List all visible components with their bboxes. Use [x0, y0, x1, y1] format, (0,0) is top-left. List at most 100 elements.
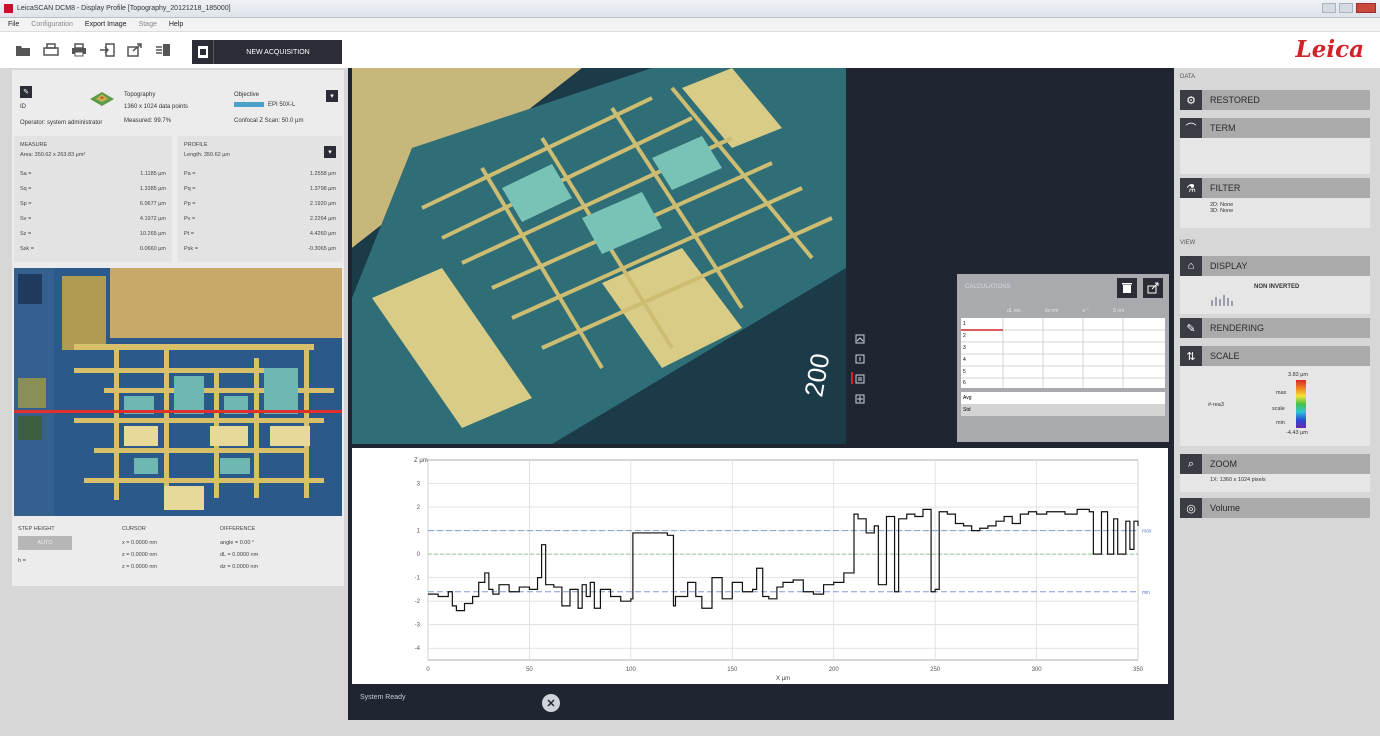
- screenshot-icon[interactable]: [855, 334, 869, 354]
- row-label: Psk =: [184, 245, 198, 252]
- volume-button[interactable]: ◎ Volume: [1180, 498, 1370, 518]
- table-row[interactable]: 2: [963, 333, 966, 339]
- row-value: 0.0660 µm: [139, 245, 166, 252]
- menu-stage[interactable]: Stage: [138, 21, 157, 28]
- display-button[interactable]: ⌂ DISPLAY: [1180, 256, 1370, 276]
- profile-chart[interactable]: 0 50 100 150 200 250 300 350 -4 -3 -2 -1 0 1 2 3 max min Z…: [352, 448, 1168, 684]
- y-tick-label: -1: [415, 576, 421, 582]
- profile-title: PROFILE: [184, 142, 208, 148]
- restored-icon: ⚙: [1180, 90, 1202, 110]
- measure-row: Sp = 6.0677 µm: [20, 196, 166, 211]
- zoom-value: 1X: 1360 x 1024 pixels: [1210, 477, 1266, 483]
- calculations-table: 1 2 3 4 5 6: [961, 318, 1165, 388]
- minimize-button[interactable]: [1322, 3, 1336, 13]
- info-menu-button[interactable]: ▾: [326, 90, 338, 102]
- filter-icon: ⚗: [1180, 178, 1202, 198]
- profile-line[interactable]: [14, 410, 342, 413]
- expand-icon[interactable]: [855, 394, 869, 414]
- objective-label: Objective: [234, 92, 260, 98]
- y-axis-label: Z µm: [414, 458, 428, 464]
- svg-text:200: 200: [798, 351, 835, 399]
- cursor-row: x = 0.0000 nm: [122, 540, 158, 546]
- print-icon[interactable]: [68, 39, 90, 61]
- rendering-icon: ✎: [1180, 318, 1202, 338]
- term-button[interactable]: ⌒ TERM: [1180, 118, 1370, 138]
- rendering-button[interactable]: ✎ RENDERING: [1180, 318, 1370, 338]
- menu-export-image[interactable]: Export Image: [84, 21, 127, 28]
- menu-configuration[interactable]: Configuration: [31, 21, 73, 28]
- optical-image[interactable]: [14, 268, 342, 516]
- term-icon: ⌒: [1180, 118, 1202, 138]
- calculations-icon[interactable]: [851, 372, 869, 394]
- print-preview-icon[interactable]: [40, 39, 62, 61]
- new-acquisition-button[interactable]: NEW ACQUISITION: [192, 40, 342, 64]
- row-label: Pv =: [184, 215, 196, 222]
- row-value: 1.3798 µm: [309, 185, 336, 192]
- y-tick-label: 1: [417, 529, 421, 535]
- compare-icon[interactable]: [152, 39, 174, 61]
- filter-button[interactable]: ⚗ FILTER: [1180, 178, 1370, 198]
- cursor-row: z = 0.0000 nm: [122, 564, 158, 570]
- display-label: DISPLAY: [1210, 261, 1248, 271]
- menu-file[interactable]: File: [8, 21, 20, 28]
- column-header: dL nm: [1007, 308, 1021, 314]
- new-acquisition-label: NEW ACQUISITION: [246, 48, 310, 56]
- row-label: Pq =: [184, 185, 196, 192]
- table-row[interactable]: 5: [963, 369, 966, 375]
- row-value: 2.2264 µm: [309, 215, 336, 222]
- row-value: 1.1185 µm: [140, 170, 166, 177]
- menu-help[interactable]: Help: [168, 21, 184, 28]
- non-inverted-label: NON INVERTED: [1254, 284, 1300, 290]
- scale-button[interactable]: ⇅ SCALE: [1180, 346, 1370, 366]
- scale-body: #-rea3 3.83 µm max scale min -4.43 µm: [1180, 366, 1370, 446]
- x-tick-label: 100: [626, 667, 637, 673]
- table-row[interactable]: 3: [963, 345, 966, 351]
- max-reference-label: max: [1142, 529, 1152, 535]
- table-row[interactable]: 6: [963, 380, 966, 386]
- zoom-button[interactable]: ⌕ ZOOM: [1180, 454, 1370, 474]
- close-window-button[interactable]: [1356, 3, 1376, 13]
- window-controls: [1322, 3, 1376, 13]
- filter-2d: 2D: None: [1210, 202, 1234, 208]
- 3d-view[interactable]: 200: [352, 68, 846, 444]
- close-icon[interactable]: ✕: [542, 694, 560, 712]
- scale-max-value: 3.83 µm: [1288, 372, 1308, 378]
- row-label: Sa =: [20, 170, 32, 177]
- maximize-button[interactable]: [1339, 3, 1353, 13]
- info-icon[interactable]: [855, 354, 869, 374]
- y-tick-label: -4: [415, 646, 421, 652]
- step-height-title: STEP HEIGHT: [18, 526, 55, 532]
- y-tick-label: -3: [415, 623, 421, 629]
- restored-button[interactable]: ⚙ RESTORED: [1180, 90, 1370, 110]
- auto-button[interactable]: AUTO: [18, 536, 72, 550]
- open-icon[interactable]: [12, 39, 34, 61]
- delete-icon[interactable]: [1117, 278, 1137, 298]
- row-value: 4.4260 µm: [309, 230, 336, 237]
- x-tick-label: 200: [829, 667, 840, 673]
- column-header: S nm: [1112, 308, 1125, 314]
- profile-menu-button[interactable]: ▾: [324, 146, 336, 158]
- profile-row: Pp = 2.1920 µm: [184, 196, 336, 211]
- difference-title: DIFFERENCE: [220, 526, 256, 532]
- data-type: Topography: [124, 92, 156, 98]
- table-row[interactable]: 1: [963, 321, 966, 327]
- avg-row: Avg: [961, 392, 1165, 404]
- export-calculations-icon[interactable]: [1143, 278, 1163, 298]
- id-label: ID: [20, 104, 26, 110]
- profile-panel: PROFILE ▾ Length: 350.62 µm Pa = 1.2558 µ…: [178, 136, 342, 262]
- edit-icon[interactable]: ✎: [20, 86, 32, 98]
- measure-panel: MEASURE Area: 350.62 x 263.83 µm² Sa = 1.…: [14, 136, 172, 262]
- import-icon[interactable]: [96, 39, 118, 61]
- cursor-title: CURSOR: [122, 526, 146, 532]
- objective-icon: [234, 102, 264, 107]
- row-value: 4.1972 µm: [139, 215, 166, 222]
- measure-row: Ssk = 0.0660 µm: [20, 241, 166, 256]
- measure-row: Sa = 1.1185 µm: [20, 166, 166, 181]
- x-tick-label: 150: [727, 667, 738, 673]
- display-icon: ⌂: [1180, 256, 1202, 276]
- export-icon[interactable]: [124, 39, 146, 61]
- menu-bar: File Configuration Export Image Stage He…: [0, 18, 1380, 32]
- scale-max-label: max: [1276, 390, 1287, 396]
- active-indicator: [851, 372, 853, 384]
- table-row[interactable]: 4: [963, 357, 966, 363]
